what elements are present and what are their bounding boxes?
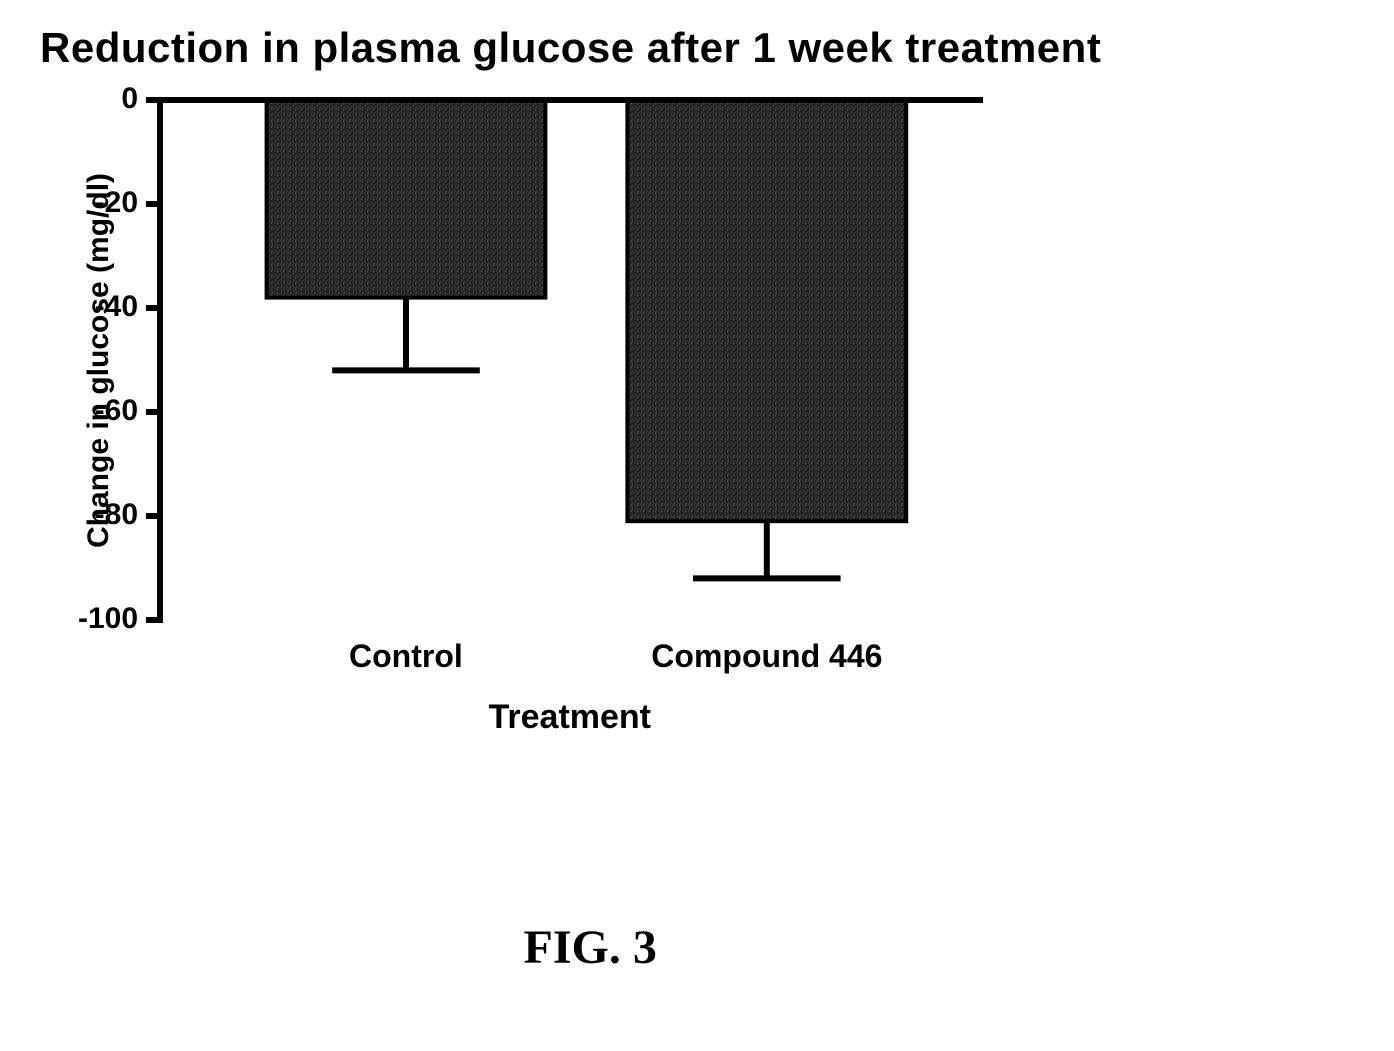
x-category-label: Control bbox=[349, 638, 463, 675]
y-tick-label: -60 bbox=[60, 394, 138, 428]
chart-title: Reduction in plasma glucose after 1 week… bbox=[40, 24, 1101, 72]
y-tick-labels: 0-20-40-60-80-100 bbox=[60, 100, 160, 620]
y-tick-label: 0 bbox=[60, 82, 138, 116]
figure-label: FIG. 3 bbox=[524, 920, 657, 975]
x-category-label: Compound 446 bbox=[651, 638, 882, 675]
page: Reduction in plasma glucose after 1 week… bbox=[0, 0, 1394, 1051]
bar-chart bbox=[160, 100, 980, 620]
chart-wrap: Change in glucose (mg/dl) 0-20-40-60-80-… bbox=[60, 100, 1020, 780]
x-axis-label: Treatment bbox=[489, 698, 652, 737]
y-tick-label: -80 bbox=[60, 498, 138, 532]
y-tick-label: -20 bbox=[60, 186, 138, 220]
y-tick-label: -40 bbox=[60, 290, 138, 324]
y-tick-label: -100 bbox=[60, 602, 138, 636]
